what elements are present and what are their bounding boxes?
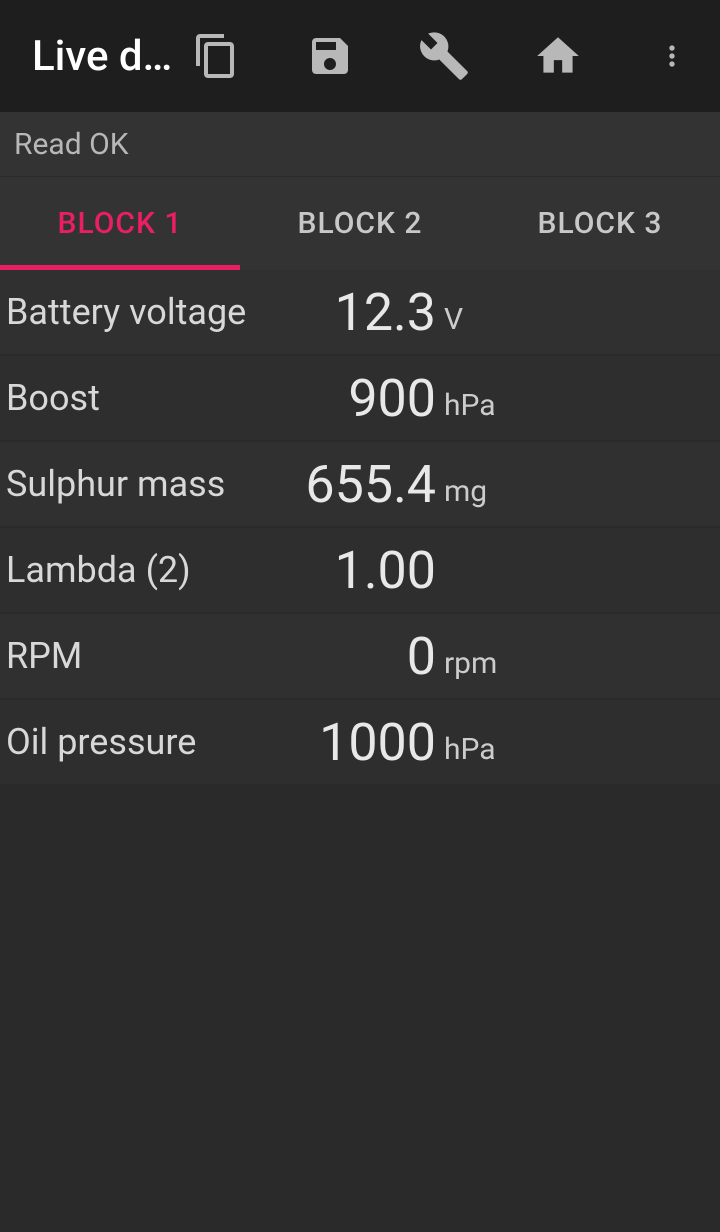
copy-icon[interactable] xyxy=(188,28,244,84)
status-bar: Read OK xyxy=(0,112,720,176)
reading-value: 12.3 xyxy=(274,282,444,343)
reading-label: Oil pressure xyxy=(6,721,274,763)
list-item[interactable]: Battery voltage 12.3 V xyxy=(0,270,720,356)
status-text: Read OK xyxy=(14,127,129,162)
reading-label: Boost xyxy=(6,377,274,419)
tab-block-3[interactable]: BLOCK 3 xyxy=(480,177,720,270)
list-item[interactable]: Lambda (2) 1.00 xyxy=(0,528,720,614)
list-item[interactable]: Sulphur mass 655.4 mg xyxy=(0,442,720,528)
page-title: Live d… xyxy=(32,32,182,81)
reading-value: 0 xyxy=(274,626,444,687)
reading-value: 655.4 xyxy=(274,454,444,515)
reading-label: Sulphur mass xyxy=(6,463,274,505)
more-icon[interactable] xyxy=(644,28,700,84)
reading-unit: hPa xyxy=(444,388,496,423)
reading-value: 900 xyxy=(274,368,444,429)
tab-block-1[interactable]: BLOCK 1 xyxy=(0,177,240,270)
data-list: Battery voltage 12.3 V Boost 900 hPa Sul… xyxy=(0,270,720,786)
reading-unit: rpm xyxy=(444,646,497,681)
reading-label: RPM xyxy=(6,635,274,677)
reading-value: 1000 xyxy=(274,712,444,773)
tab-label: BLOCK 1 xyxy=(58,206,183,241)
tab-label: BLOCK 2 xyxy=(298,206,423,241)
app-bar: Live d… xyxy=(0,0,720,112)
wrench-icon[interactable] xyxy=(416,28,472,84)
list-item[interactable]: RPM 0 rpm xyxy=(0,614,720,700)
list-item[interactable]: Oil pressure 1000 hPa xyxy=(0,700,720,786)
reading-label: Battery voltage xyxy=(6,291,274,333)
tabs: BLOCK 1 BLOCK 2 BLOCK 3 xyxy=(0,176,720,270)
tab-label: BLOCK 3 xyxy=(538,206,663,241)
reading-unit: V xyxy=(444,302,463,337)
reading-unit: hPa xyxy=(444,732,496,767)
reading-label: Lambda (2) xyxy=(6,549,274,591)
reading-unit: mg xyxy=(444,474,487,509)
app-bar-actions xyxy=(188,28,700,84)
reading-value: 1.00 xyxy=(274,540,444,601)
home-icon[interactable] xyxy=(530,28,586,84)
save-icon[interactable] xyxy=(302,28,358,84)
tab-block-2[interactable]: BLOCK 2 xyxy=(240,177,480,270)
list-item[interactable]: Boost 900 hPa xyxy=(0,356,720,442)
